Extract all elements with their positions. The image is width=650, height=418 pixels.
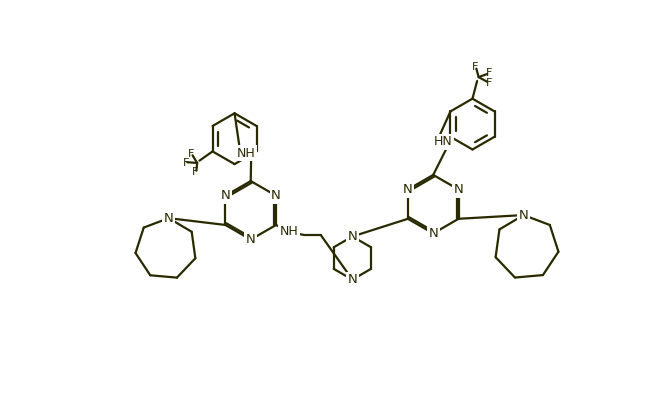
- Text: N: N: [271, 189, 281, 202]
- Text: N: N: [454, 183, 463, 196]
- Text: F: F: [183, 158, 188, 168]
- Text: NH: NH: [280, 225, 298, 238]
- Text: N: N: [348, 273, 358, 286]
- Text: N: N: [246, 233, 255, 246]
- Text: N: N: [403, 183, 413, 196]
- Text: F: F: [472, 62, 478, 72]
- Text: N: N: [428, 227, 438, 240]
- Text: N: N: [220, 189, 230, 202]
- Text: N: N: [348, 230, 358, 243]
- Text: F: F: [188, 149, 194, 159]
- Text: NH: NH: [237, 147, 255, 160]
- Text: N: N: [164, 212, 174, 224]
- Text: F: F: [486, 68, 492, 78]
- Text: F: F: [192, 167, 198, 177]
- Text: HN: HN: [434, 135, 452, 148]
- Text: F: F: [486, 77, 492, 87]
- Text: N: N: [519, 209, 528, 222]
